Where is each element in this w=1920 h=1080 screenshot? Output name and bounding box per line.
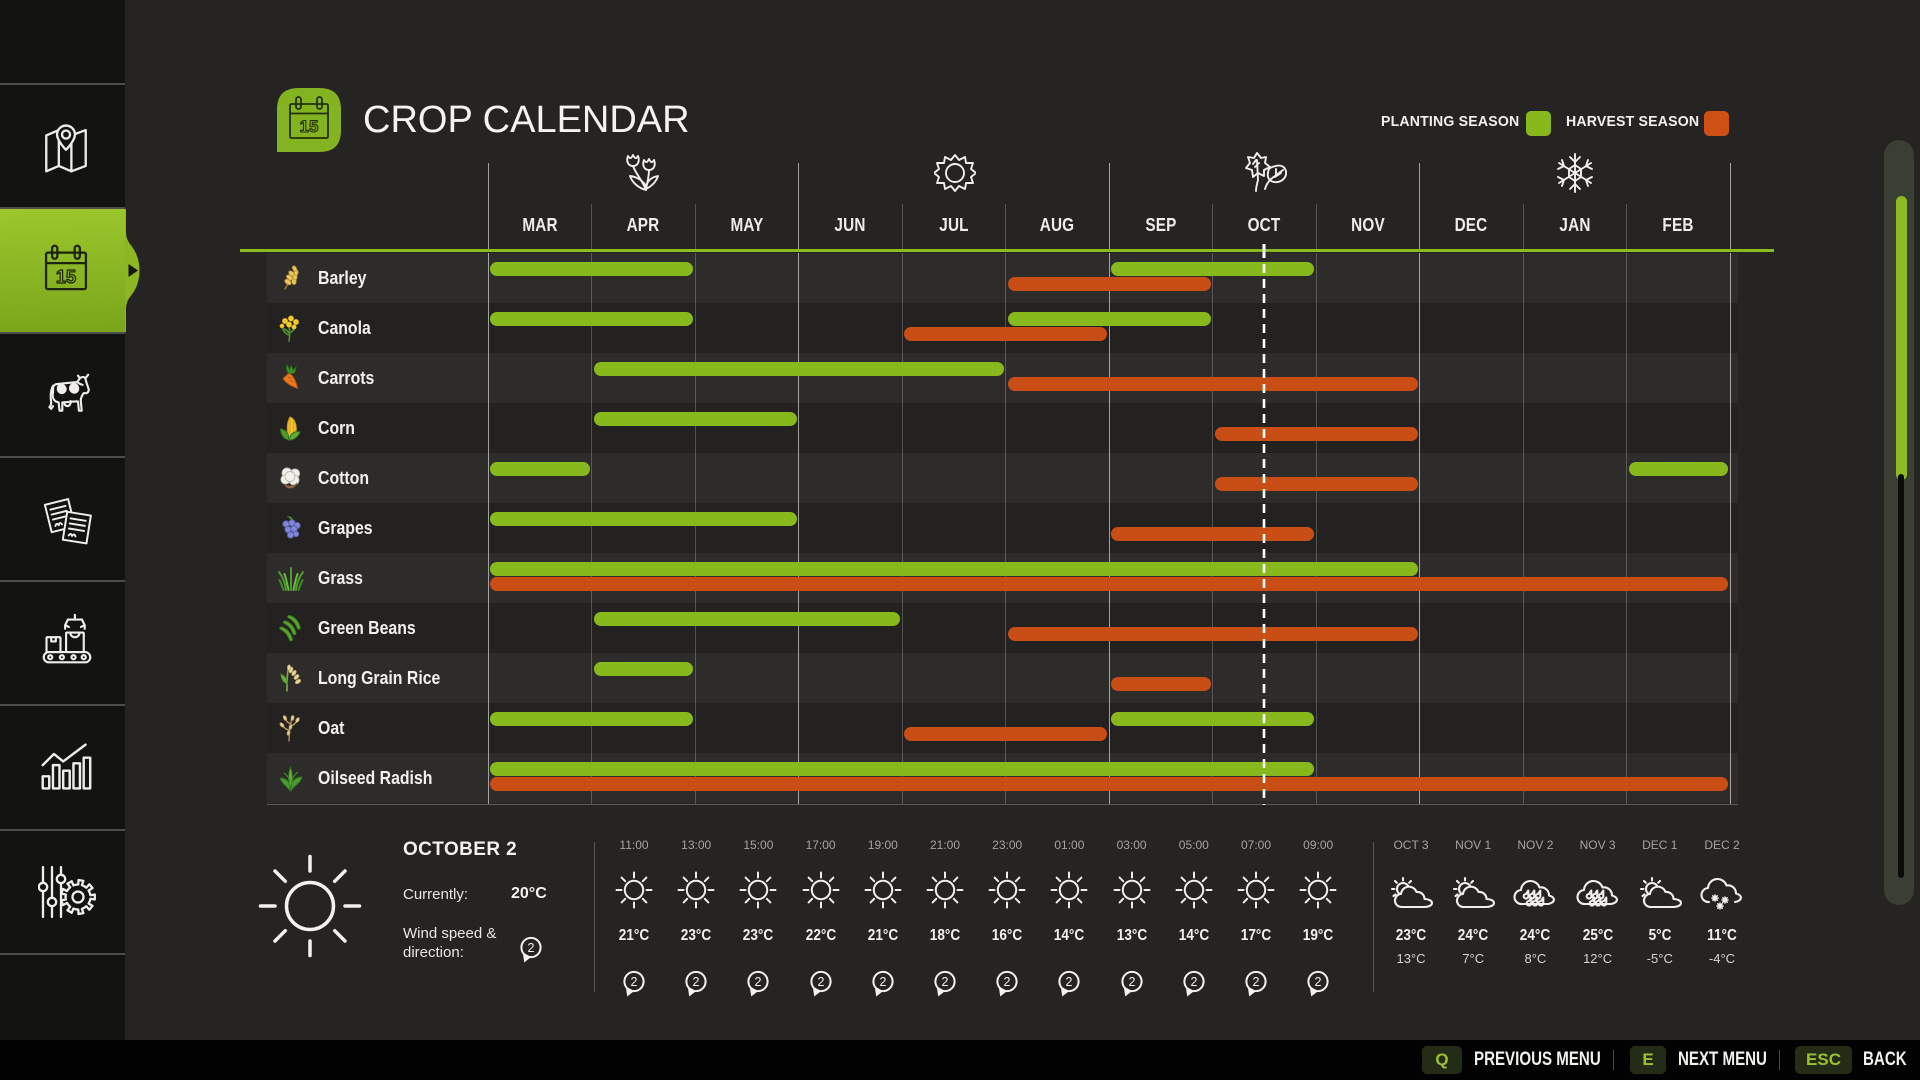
svg-text:2: 2	[1315, 975, 1322, 989]
svg-text:2: 2	[1253, 975, 1260, 989]
svg-text:2: 2	[879, 975, 886, 989]
svg-text:2: 2	[631, 975, 638, 989]
svg-text:15: 15	[300, 117, 319, 136]
svg-text:2: 2	[755, 975, 762, 989]
svg-text:15: 15	[56, 267, 76, 287]
svg-text:2: 2	[817, 975, 824, 989]
svg-text:2: 2	[1004, 975, 1011, 989]
svg-text:2: 2	[1190, 975, 1197, 989]
svg-text:2: 2	[942, 975, 949, 989]
svg-text:2: 2	[693, 975, 700, 989]
svg-text:2: 2	[1128, 975, 1135, 989]
svg-text:2: 2	[528, 941, 535, 955]
svg-text:2: 2	[1066, 975, 1073, 989]
